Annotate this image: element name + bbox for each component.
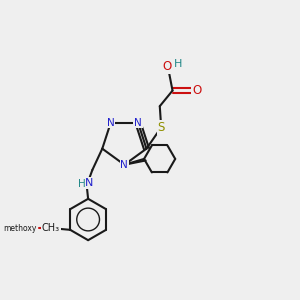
- Text: N: N: [121, 160, 128, 170]
- Text: N: N: [107, 118, 115, 128]
- Text: H: H: [174, 59, 182, 69]
- Text: H: H: [78, 179, 86, 189]
- Text: O: O: [192, 84, 201, 97]
- Text: N: N: [134, 118, 142, 128]
- Text: CH₃: CH₃: [42, 224, 60, 233]
- Text: O: O: [45, 222, 54, 235]
- Text: O: O: [162, 60, 172, 73]
- Text: methoxy: methoxy: [3, 224, 36, 233]
- Text: S: S: [158, 121, 165, 134]
- Text: N: N: [85, 178, 94, 188]
